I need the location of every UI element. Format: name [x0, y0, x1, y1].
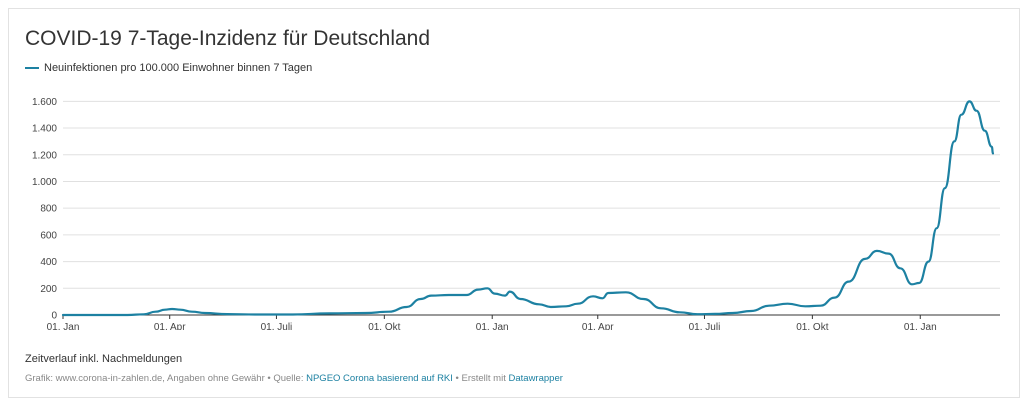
x-axis-ticks: 01. Jan 01. Apr 01. Juli 01. Okt 01. Jan 01. … [47, 315, 937, 330]
footnote: Zeitverlauf inkl. Nachmeldungen [25, 353, 183, 365]
source-link[interactable]: NPGEO Corona basierend auf RKI [306, 373, 453, 384]
y-tick-label: 200 [40, 284, 57, 295]
y-tick-label: 1.400 [32, 124, 57, 135]
series-layer [61, 100, 995, 317]
x-tick-label: 01. Jan [904, 322, 937, 330]
chart-title: COVID-19 7-Tage-Inzidenz für Deutschland [25, 27, 431, 50]
x-tick-label: 01. Okt [796, 322, 828, 330]
y-axis-ticks: 0 200 400 600 800 1.000 1.200 1.400 1.600 [32, 97, 57, 322]
source-middle: • Erstellt mit [452, 373, 509, 384]
x-tick-label: 01. Apr [582, 322, 614, 330]
x-tick-label: 01. Apr [154, 322, 186, 330]
grid-lines [63, 100, 1000, 316]
legend-line-swatch [25, 67, 39, 69]
source-line: Grafik: www.corona-in-zahlen.de, Angaben… [25, 373, 563, 384]
y-tick-label: 400 [40, 257, 57, 268]
x-tick-label: 01. Okt [368, 322, 400, 330]
y-tick-label: 0 [51, 311, 57, 322]
source-prefix: Grafik: www.corona-in-zahlen.de, Angaben… [25, 373, 307, 384]
chart-legend: Neuinfektionen pro 100.000 Einwohner bin… [25, 62, 312, 74]
y-tick-label: 1.000 [32, 177, 57, 188]
chart-card [8, 8, 1020, 398]
legend-label: Neuinfektionen pro 100.000 Einwohner bin… [44, 62, 313, 74]
incidence-line-chart: 0 200 400 600 800 1.000 1.200 1.400 1.600 01. Ja… [32, 97, 1000, 330]
y-tick-label: 1.200 [32, 150, 57, 161]
x-tick-label: 01. Jan [476, 322, 509, 330]
y-tick-label: 600 [40, 230, 57, 241]
series-line-incidence [61, 100, 995, 317]
x-tick-label: 01. Juli [261, 322, 293, 330]
datawrapper-link[interactable]: Datawrapper [508, 373, 563, 384]
y-tick-label: 1.600 [32, 97, 57, 108]
x-tick-label: 01. Jan [47, 322, 80, 330]
y-tick-label: 800 [40, 204, 57, 215]
x-tick-label: 01. Juli [689, 322, 721, 330]
